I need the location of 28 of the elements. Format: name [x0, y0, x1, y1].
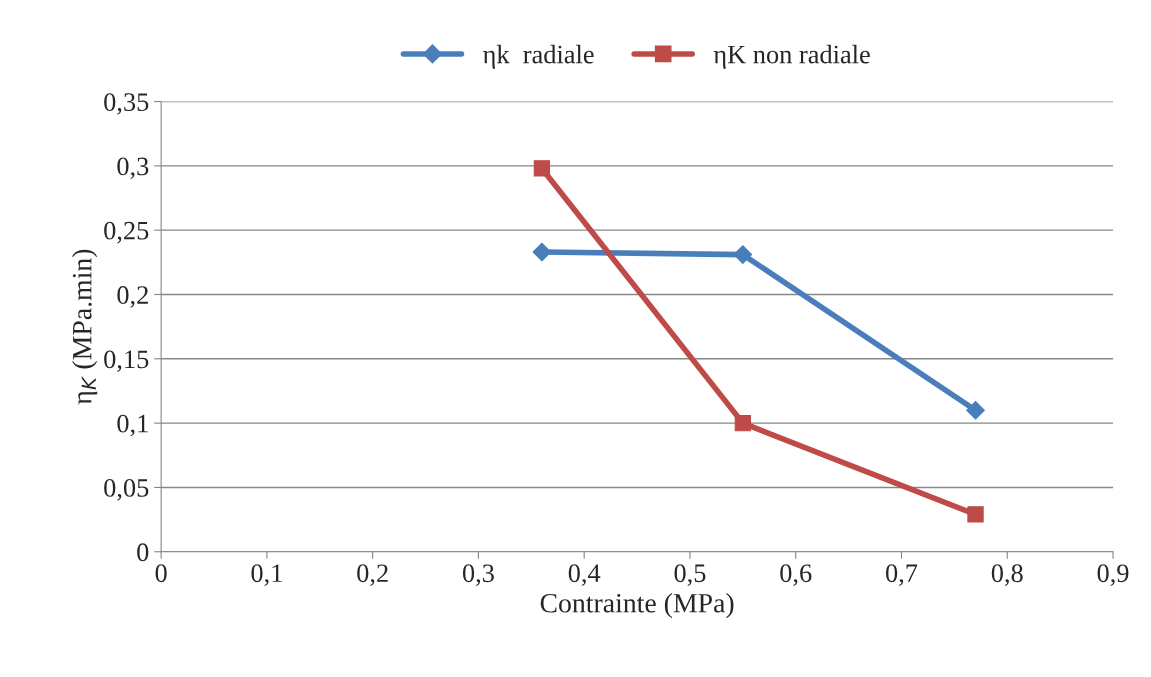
- x-tick-label: 0,6: [780, 564, 812, 586]
- x-tick-label: 0,9: [1097, 564, 1129, 586]
- x-tick-label: 0,3: [462, 564, 494, 586]
- y-tick-label: 0,15: [104, 350, 149, 373]
- y-tick-label: 0,35: [104, 93, 149, 115]
- x-tick-label: 0,1: [251, 564, 282, 586]
- point: [532, 242, 552, 262]
- x-tick-label: 0,2: [357, 564, 388, 586]
- point: [734, 414, 751, 432]
- x-axis-title: Contrainte (MPa): [540, 593, 734, 619]
- y-axis-title: η$_{K}$ (MPa.min): [72, 249, 98, 405]
- point: [533, 160, 551, 177]
- x-tick-label: 0,5: [674, 564, 706, 586]
- point: [967, 506, 984, 523]
- legend-label: ηk radiale: [483, 44, 594, 69]
- x-tick-label: 0,8: [991, 564, 1023, 586]
- x-tick-label: 0,4: [568, 564, 601, 586]
- x-tick-label: 0: [155, 564, 167, 583]
- y-tick-label: 0,3: [117, 157, 149, 180]
- y-tick-label: 0,1: [117, 414, 148, 437]
- y-tick-label: 0,05: [104, 479, 149, 501]
- legend-label: ηK non radiale: [713, 44, 870, 69]
- x-tick-label: 0,7: [886, 564, 918, 586]
- y-tick-label: 0,2: [117, 286, 148, 308]
- y-tick-label: 0,25: [104, 221, 149, 244]
- point: [733, 245, 753, 264]
- point: [966, 400, 985, 420]
- y-tick-label: 0: [137, 543, 149, 562]
